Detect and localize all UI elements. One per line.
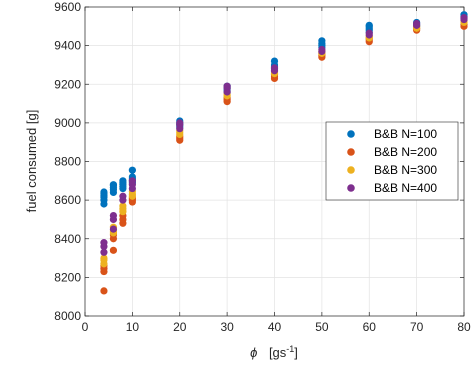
- data-point: [413, 19, 421, 28]
- x-tick-label: 50: [315, 320, 329, 334]
- legend-marker: [347, 148, 355, 156]
- x-tick-label: 40: [268, 320, 282, 334]
- y-tick-label: 8800: [54, 155, 81, 169]
- y-tick-label: 9200: [54, 77, 81, 91]
- axes: [84, 6, 465, 317]
- data-point: [318, 45, 326, 54]
- x-tick-label: 0: [82, 320, 89, 334]
- data-point: [460, 14, 468, 22]
- x-tick-label: 60: [363, 320, 377, 334]
- y-tick-label: 8400: [54, 232, 81, 246]
- x-axis-symbol: ϕ: [250, 345, 257, 360]
- x-tick-label: 30: [220, 320, 234, 334]
- data-point: [100, 287, 108, 295]
- x-axis-unit: [gs: [269, 345, 287, 360]
- data-point: [365, 21, 373, 29]
- data-point: [100, 239, 108, 247]
- legend-marker: [347, 166, 355, 174]
- data-point: [100, 254, 108, 262]
- y-axis-label: fuel consumed [g]: [24, 110, 39, 213]
- data-point: [270, 57, 279, 65]
- x-tick-label: 20: [173, 320, 187, 334]
- y-tick-label: 8600: [54, 193, 81, 207]
- y-tick-label: 9400: [54, 39, 81, 53]
- x-tick-label: 10: [126, 320, 140, 334]
- legend-label: B&B N=200: [374, 145, 437, 159]
- data-point: [109, 211, 118, 220]
- data-point: [100, 248, 108, 256]
- legend-label: B&B N=300: [374, 163, 437, 177]
- data-point: [128, 166, 136, 174]
- x-axis-unit-close: ]: [294, 345, 298, 360]
- y-tick-label: 9600: [54, 0, 81, 14]
- data-point: [109, 225, 118, 233]
- data-point: [100, 188, 108, 196]
- y-tick-label: 8000: [54, 309, 81, 323]
- data-point: [270, 64, 279, 72]
- legend-marker: [347, 130, 355, 138]
- data-point: [365, 29, 373, 37]
- x-tick-label: 80: [457, 320, 471, 334]
- series-4: [100, 14, 468, 256]
- data-points: [100, 11, 468, 295]
- legend-marker: [347, 184, 355, 192]
- legend: B&B N=100 B&B N=200 B&B N=300 B&B N=400: [325, 121, 459, 201]
- data-point: [128, 177, 136, 185]
- tick-labels: 0 10 20 30 40 50 60 70 80 8000 8200 8400 8600 8800 900…: [54, 0, 471, 334]
- x-axis-label: ϕ [gs-1]: [250, 344, 298, 360]
- data-point: [109, 181, 118, 189]
- data-point: [223, 82, 231, 90]
- y-tick-label: 9000: [54, 116, 81, 130]
- data-point: [119, 192, 127, 200]
- legend-label: B&B N=400: [374, 181, 437, 195]
- data-point: [109, 246, 118, 254]
- data-point: [176, 119, 184, 127]
- data-point: [119, 202, 127, 210]
- x-axis-unit-exponent: -1: [286, 344, 294, 354]
- data-point: [318, 37, 326, 45]
- x-tick-label: 70: [410, 320, 424, 334]
- data-point: [119, 177, 127, 185]
- legend-label: B&B N=100: [374, 127, 437, 141]
- y-tick-label: 8200: [54, 270, 81, 284]
